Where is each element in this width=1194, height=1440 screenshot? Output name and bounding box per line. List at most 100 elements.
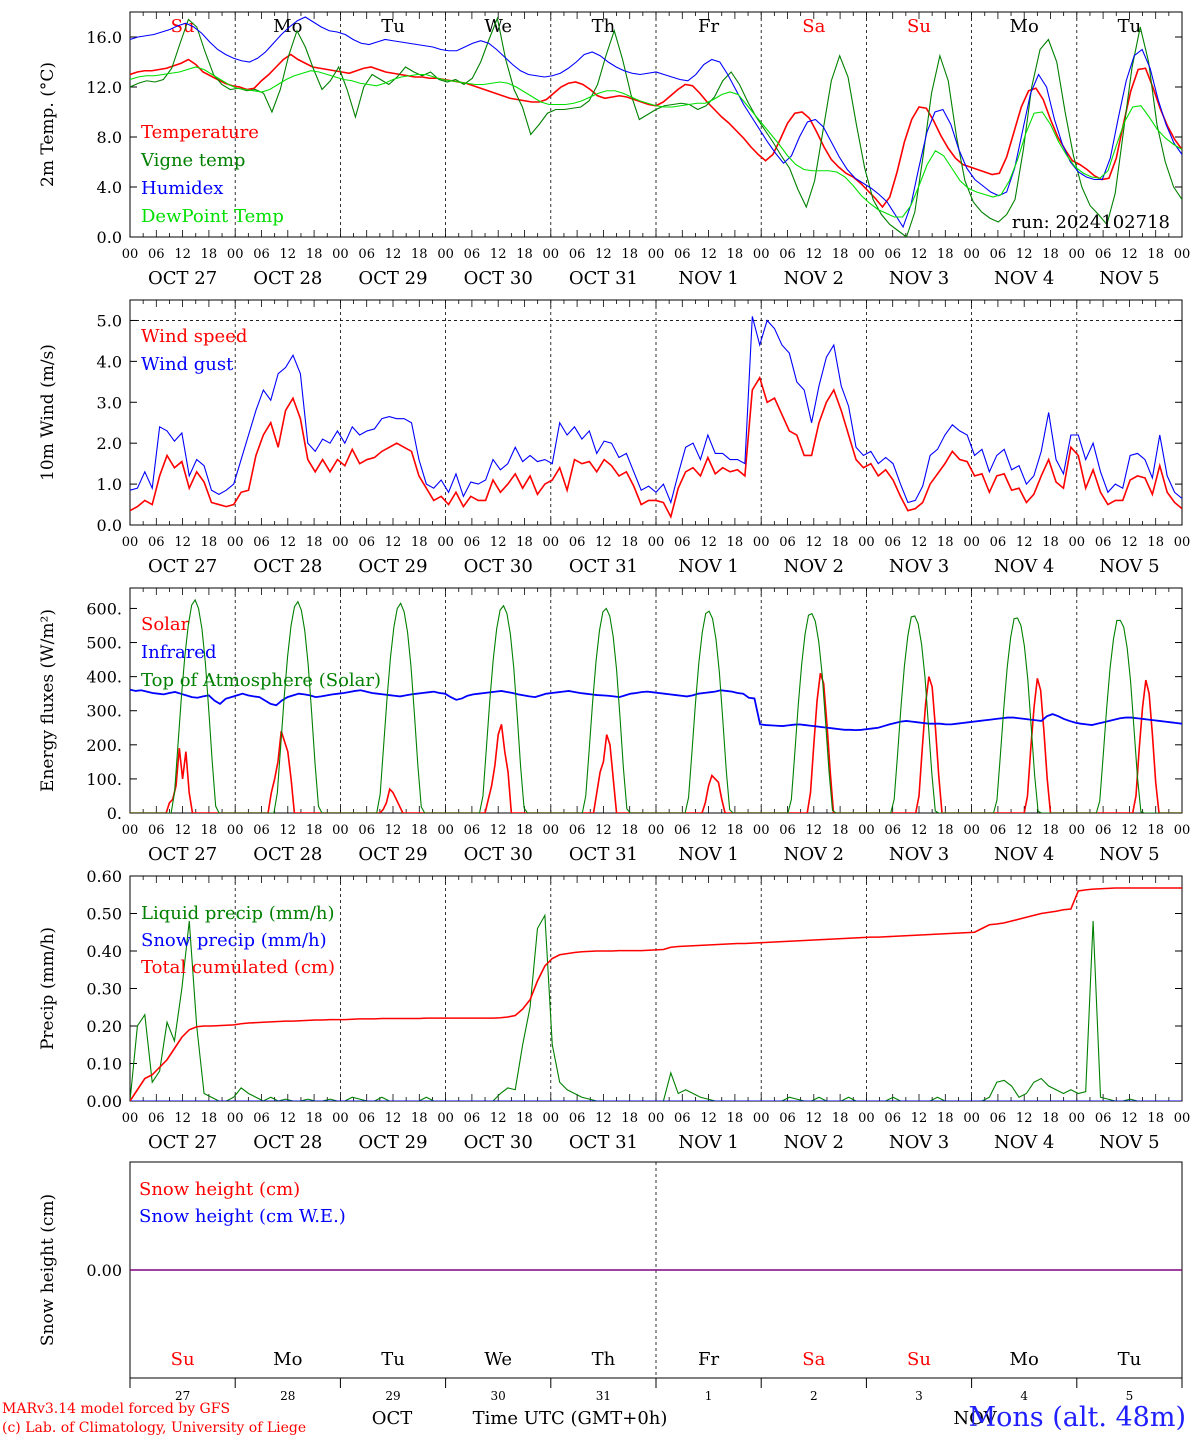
hour-tick-label: 00 [648, 535, 665, 550]
y-axis-label: Energy fluxes (W/m²) [38, 609, 58, 792]
y-tick-label: 100. [86, 770, 122, 789]
date-label: NOV 4 [994, 1132, 1054, 1153]
day-number-label: 29 [385, 1389, 400, 1403]
hour-tick-label: 00 [543, 247, 560, 262]
date-label: OCT 27 [148, 844, 217, 865]
hour-tick-label: 00 [437, 823, 454, 838]
y-tick-label: 3.0 [97, 393, 122, 412]
hour-tick-label: 12 [700, 535, 717, 550]
hour-tick-label: 00 [1069, 247, 1086, 262]
date-label: NOV 4 [994, 844, 1054, 865]
day-number-label: 3 [915, 1389, 923, 1403]
hour-tick-label: 12 [174, 535, 191, 550]
hour-tick-label: 12 [595, 1111, 612, 1126]
day-of-week-label: Mo [1010, 16, 1039, 37]
hour-tick-label: 00 [963, 1111, 980, 1126]
day-of-week-label: Fr [698, 16, 719, 37]
series-line-0 [130, 913, 1182, 1101]
y-tick-label: 4.0 [97, 352, 122, 371]
date-label: NOV 2 [784, 556, 844, 577]
date-label: NOV 2 [784, 1132, 844, 1153]
y-tick-label: 0.20 [86, 1017, 122, 1036]
date-label: NOV 5 [1099, 1132, 1159, 1153]
date-label: NOV 3 [889, 1132, 949, 1153]
y-tick-label: 0.00 [86, 1092, 122, 1111]
hour-tick-label: 18 [201, 823, 218, 838]
hour-tick-label: 06 [358, 1111, 375, 1126]
hour-tick-label: 06 [569, 247, 586, 262]
hour-tick-label: 12 [595, 247, 612, 262]
hour-tick-label: 00 [753, 535, 770, 550]
hour-tick-label: 12 [700, 823, 717, 838]
day-number-label: 1 [705, 1389, 713, 1403]
date-label: OCT 28 [253, 844, 322, 865]
hour-tick-label: 18 [411, 247, 428, 262]
hour-tick-label: 06 [1095, 1111, 1112, 1126]
y-tick-label: 8.0 [97, 128, 122, 147]
day-number-label: 31 [596, 1389, 611, 1403]
date-label: OCT 30 [464, 844, 533, 865]
hour-tick-label: 06 [990, 535, 1007, 550]
hour-tick-label: 18 [937, 823, 954, 838]
hour-tick-label: 06 [884, 823, 901, 838]
hour-tick-label: 18 [727, 247, 744, 262]
series-line-0 [130, 375, 1182, 520]
y-tick-label: 0.0 [97, 516, 122, 535]
hour-tick-label: 12 [911, 1111, 928, 1126]
y-tick-label: 0.10 [86, 1055, 122, 1074]
hour-tick-label: 00 [543, 535, 560, 550]
y-tick-label: 2.0 [97, 434, 122, 453]
hour-tick-label: 06 [569, 1111, 586, 1126]
day-number-label: 27 [175, 1389, 190, 1403]
y-tick-label: 200. [86, 736, 122, 755]
hour-tick-label: 00 [963, 247, 980, 262]
hour-tick-label: 18 [832, 535, 849, 550]
hour-tick-label: 12 [280, 1111, 297, 1126]
hour-tick-label: 06 [358, 535, 375, 550]
bottom-day-axis: Su 27 Mo 28 Tu 29 We 30 Th 31 Fr 1 Sa 2 Su 3 Mo 4 Tu 5 OCT NO… [129, 1349, 1183, 1429]
hour-tick-label: 00 [437, 535, 454, 550]
date-label: OCT 29 [358, 844, 427, 865]
legend-entry: Total cumulated (cm) [141, 957, 335, 978]
y-axis-label: Snow height (cm) [38, 1194, 58, 1346]
hour-tick-label: 00 [122, 535, 139, 550]
hour-tick-label: 18 [621, 535, 638, 550]
hour-tick-label: 12 [174, 823, 191, 838]
y-axis-label: 10m Wind (m/s) [38, 344, 58, 481]
hour-tick-label: 00 [963, 823, 980, 838]
legend-entry: Snow height (cm W.E.) [139, 1206, 346, 1227]
date-label: NOV 5 [1099, 844, 1159, 865]
hour-tick-label: 18 [1042, 247, 1059, 262]
hour-tick-label: 00 [1069, 535, 1086, 550]
legend-entry: Snow height (cm) [139, 1179, 300, 1200]
hour-tick-label: 06 [148, 535, 165, 550]
station-name: Mons (alt. 48m) [968, 1402, 1186, 1433]
date-label: OCT 28 [253, 556, 322, 577]
hour-tick-label: 00 [1174, 247, 1191, 262]
hour-tick-label: 00 [122, 247, 139, 262]
date-label: OCT 29 [358, 556, 427, 577]
y-tick-label: 12.0 [86, 78, 122, 97]
hour-tick-label: 18 [937, 535, 954, 550]
month-label-nov: NOV [953, 1408, 997, 1429]
hour-tick-label: 00 [648, 247, 665, 262]
date-label: NOV 5 [1099, 556, 1159, 577]
y-tick-label: 5.0 [97, 311, 122, 330]
hour-tick-label: 18 [516, 1111, 533, 1126]
date-label: NOV 1 [678, 844, 738, 865]
hour-tick-label: 18 [621, 1111, 638, 1126]
hour-tick-label: 12 [806, 535, 823, 550]
hour-tick-label: 18 [201, 1111, 218, 1126]
day-of-week-label: Su [907, 1349, 931, 1370]
hour-tick-label: 00 [1069, 823, 1086, 838]
hour-tick-label: 12 [1121, 247, 1138, 262]
hour-tick-label: 00 [648, 823, 665, 838]
hour-tick-label: 18 [727, 535, 744, 550]
hour-tick-label: 06 [464, 823, 481, 838]
credit-model: MARv3.14 model forced by GFS [2, 1401, 231, 1417]
hour-tick-label: 18 [516, 823, 533, 838]
hour-tick-label: 18 [1147, 1111, 1164, 1126]
hour-tick-label: 12 [1016, 535, 1033, 550]
date-label: NOV 3 [889, 844, 949, 865]
